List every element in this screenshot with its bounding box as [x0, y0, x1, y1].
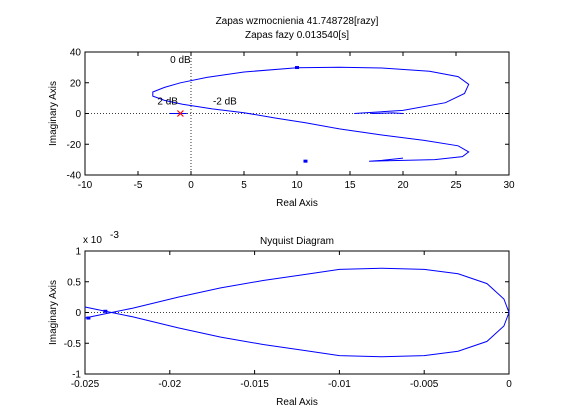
y-tick-label: 1 — [75, 247, 81, 258]
series-line — [152, 66, 470, 162]
series-line — [371, 112, 404, 114]
y-axis-label: Imaginary Axis — [48, 280, 59, 345]
y-tick-label: 40 — [70, 48, 82, 59]
x-tick-label: 0 — [188, 180, 194, 191]
critical-point-marker — [176, 110, 184, 117]
x-tick-label: 15 — [344, 180, 356, 191]
x-tick-label: -0.025 — [71, 379, 100, 390]
series-line — [84, 306, 510, 358]
y-exponent-label: x 10 — [83, 235, 102, 246]
y-tick-label: -40 — [67, 171, 82, 182]
y-tick-label: -0.5 — [64, 339, 82, 350]
y-tick-label: 0 — [75, 308, 81, 319]
chart-1: -10 -5 0 5 10 15 20 25 30 -40 -20 0 20 40 Real Axis Ima… — [48, 16, 515, 209]
series-arrow-marker — [295, 66, 299, 70]
chart-2: -0.025 -0.02 -0.015 -0.01 -0.005 0 -1 -0.5 0 0.5 1… — [48, 230, 512, 408]
chart-title-line: Zapas wzmocnienia 41.748728[razy] — [216, 16, 379, 27]
series-line — [84, 267, 510, 319]
series-arrow-marker — [86, 316, 91, 320]
x-tick-label: 10 — [291, 180, 303, 191]
annotation-label: 0 dB — [170, 55, 191, 66]
x-tick-label: 0 — [506, 379, 512, 390]
x-tick-label: -0.01 — [328, 379, 351, 390]
x-axis-label: Real Axis — [276, 198, 318, 209]
x-tick-label: -10 — [78, 180, 93, 191]
series-arrow-marker — [103, 309, 108, 313]
x-tick-label: -0.015 — [240, 379, 269, 390]
y-tick-label: -1 — [72, 370, 81, 381]
series-arrow-marker — [303, 159, 308, 163]
y-tick-label: -20 — [67, 140, 82, 151]
x-tick-label: -0.02 — [158, 379, 181, 390]
x-tick-label: -0.005 — [410, 379, 439, 390]
x-tick-label: 20 — [397, 180, 409, 191]
x-tick-label: 5 — [241, 180, 247, 191]
y-tick-label: 0.5 — [67, 277, 81, 288]
y-tick-label: 0 — [75, 109, 81, 120]
annotation-label: -2 dB — [213, 96, 237, 107]
x-axis-label: Real Axis — [276, 397, 318, 408]
annotation-label: 2 dB — [157, 96, 178, 107]
chart-title: Nyquist Diagram — [260, 236, 334, 247]
x-tick-label: 25 — [450, 180, 462, 191]
y-tick-label: 20 — [70, 78, 82, 89]
chart-title-line: Zapas fazy 0.013540[s] — [245, 30, 349, 41]
y-exponent-power: -3 — [110, 230, 119, 241]
y-axis-label: Imaginary Axis — [48, 81, 59, 146]
x-tick-label: 30 — [503, 180, 515, 191]
x-tick-label: -5 — [134, 180, 143, 191]
